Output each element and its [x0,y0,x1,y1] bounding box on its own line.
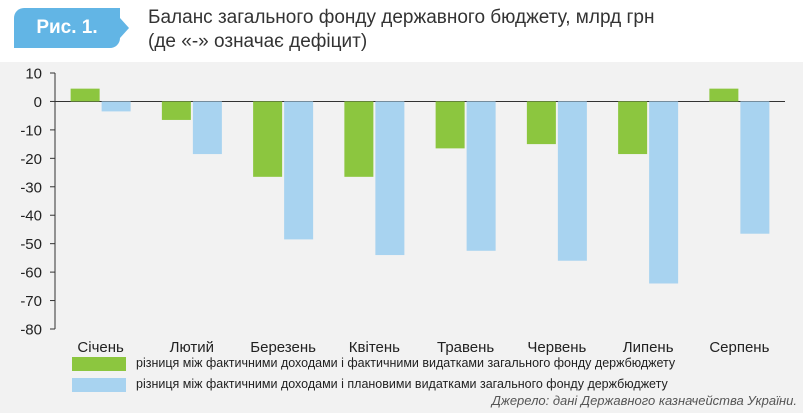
bar-fact-6 [526,101,556,145]
x-tick-label: Січень [77,339,124,356]
legend-label-plan: різниця між фактичними доходами і планов… [136,377,668,391]
y-tick-label: -50 [20,236,42,253]
x-tick-label: Липень [623,339,674,356]
y-tick-label: -20 [20,151,42,168]
y-tick-label: -70 [20,293,42,310]
bar-fact-4 [344,101,374,177]
chart-title-line1: Баланс загального фонду державного бюдже… [148,7,655,28]
bar-plan-5 [466,101,496,251]
x-tick-label: Квітень [349,339,400,356]
figure-label-badge: Рис. 1. [14,8,120,48]
legend-swatch-fact [72,357,126,371]
bar-plan-4 [375,101,405,256]
bar-plan-2 [192,101,222,155]
legend-label-fact: різниця між фактичними доходами і фактич… [136,356,676,370]
chart-title-line2: (де «-» означає дефіцит) [148,31,368,52]
bar-fact-8 [709,88,739,102]
y-tick-label: -10 [20,122,42,139]
y-tick-label: -40 [20,208,42,225]
bar-plan-7 [649,101,679,284]
x-tick-label: Серпень [709,339,769,356]
x-tick-label: Червень [527,339,586,356]
x-tick-label: Березень [250,339,316,356]
y-tick-label: -60 [20,265,42,282]
figure-header: Рис. 1. Баланс загального фонду державно… [0,0,803,60]
y-tick-label: 10 [25,66,42,83]
bar-plan-3 [284,101,314,240]
source-note: Джерело: дані Державного казначейства Ук… [491,393,797,408]
bar-fact-3 [253,101,283,177]
y-tick-label: -30 [20,179,42,196]
bars [70,88,770,284]
y-tick-label: -80 [20,322,42,339]
legend-swatch-plan [72,378,126,392]
chart-title: Баланс загального фонду державного бюдже… [148,6,654,54]
bar-fact-7 [618,101,648,155]
bar-fact-1 [70,88,100,102]
badge-notch [120,18,129,38]
y-tick-label: 0 [34,94,42,111]
x-axis-labels: Січень Лютий Березень Квітень Травень Червень… [77,339,769,356]
bar-fact-5 [435,101,465,149]
bar-plan-8 [740,101,770,234]
bar-fact-2 [161,101,191,120]
x-tick-label: Лютий [170,339,214,356]
bar-plan-1 [101,101,131,112]
x-tick-label: Травень [437,339,494,356]
bar-plan-6 [557,101,587,261]
